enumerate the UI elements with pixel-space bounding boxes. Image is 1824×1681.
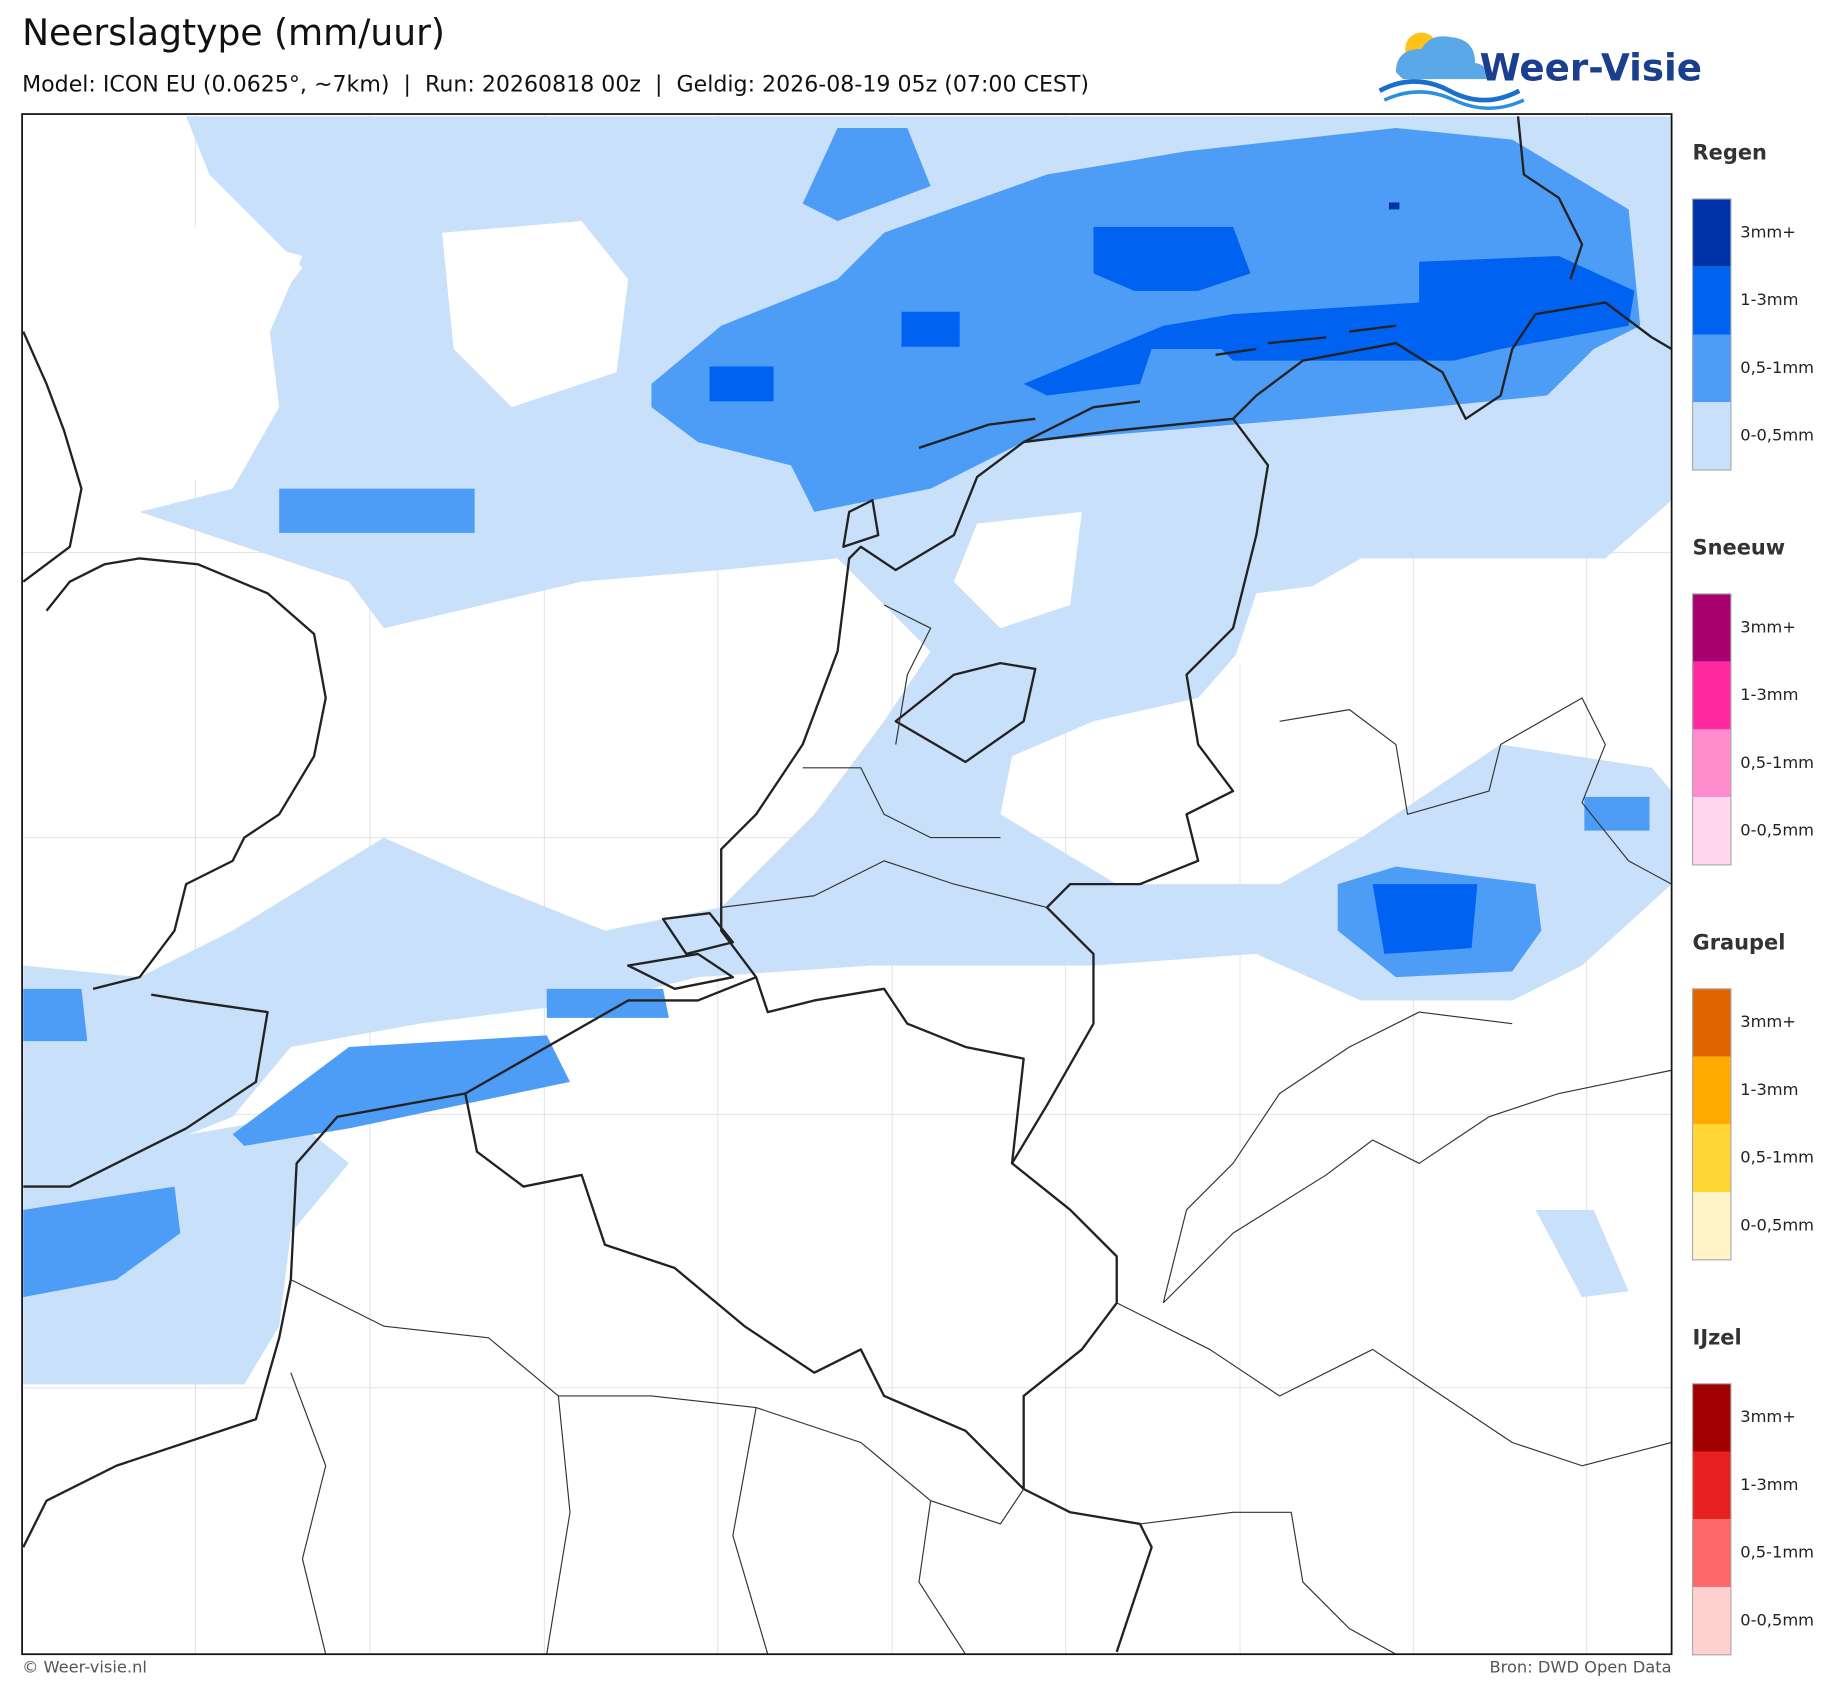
legend-swatch <box>1692 1124 1731 1193</box>
legend-swatch <box>1692 266 1731 335</box>
coastlines <box>22 116 1672 1653</box>
legend-swatch <box>1692 1519 1731 1588</box>
legend-swatch <box>1692 729 1731 798</box>
copyright: © Weer-visie.nl <box>22 1658 147 1677</box>
legend-label: 3mm+ <box>1740 1012 1796 1031</box>
legend-label: 1-3mm <box>1740 685 1798 704</box>
legend-title: Graupel <box>1693 930 1786 954</box>
legend-swatch <box>1692 1587 1731 1655</box>
legend-label: 1-3mm <box>1740 1080 1798 1099</box>
legend-label: 0-0,5mm <box>1740 821 1814 840</box>
legend-swatch <box>1692 797 1731 865</box>
legend-swatch <box>1692 334 1731 403</box>
source: Bron: DWD Open Data <box>1489 1658 1671 1677</box>
legend-swatch <box>1692 1192 1731 1260</box>
legend-label: 0-0,5mm <box>1740 1215 1814 1234</box>
legend-label: 3mm+ <box>1740 617 1796 636</box>
map-frame <box>21 113 1673 1656</box>
legend-swatch <box>1692 402 1731 470</box>
map-area <box>22 114 1672 1655</box>
borders <box>290 604 1672 1655</box>
legend-title: Sneeuw <box>1693 536 1786 560</box>
legend-swatch <box>1692 1056 1731 1125</box>
legend: Regen 3mm+ 1-3mm 0,5-1mm 0-0,5mm Sneeuw 3mm+ 1-… <box>1691 141 1814 1656</box>
legend-label: 0-0,5mm <box>1740 1610 1814 1629</box>
legend-swatch <box>1692 988 1731 1057</box>
legend-label: 0,5-1mm <box>1740 753 1814 772</box>
legend-bar-frame <box>1691 593 1732 866</box>
subtitle: Model: ICON EU (0.0625°, ~7km) | Run: 20… <box>22 71 1089 97</box>
legend-swatch <box>1692 1383 1731 1452</box>
legend-swatch <box>1692 593 1731 662</box>
legend-label: 0,5-1mm <box>1740 358 1814 377</box>
legend-bar-frame <box>1691 198 1732 471</box>
precipitation <box>23 116 1672 1385</box>
legend-label: 3mm+ <box>1740 222 1796 241</box>
logo-text: Weer-Visie <box>1480 45 1702 89</box>
legend-label: 1-3mm <box>1740 290 1798 309</box>
legend-bar-frame <box>1691 1383 1732 1656</box>
legend-label: 3mm+ <box>1740 1407 1796 1426</box>
legend-label: 0-0,5mm <box>1740 426 1814 445</box>
legend-title: IJzel <box>1693 1325 1742 1349</box>
legend-swatch <box>1692 198 1731 267</box>
legend-swatch <box>1692 661 1731 730</box>
title: Neerslagtype (mm/uur) <box>22 12 445 54</box>
legend-title: Regen <box>1693 141 1767 165</box>
legend-label: 0,5-1mm <box>1740 1543 1814 1562</box>
logo: Weer-Visie <box>1378 32 1702 110</box>
legend-label: 0,5-1mm <box>1740 1148 1814 1167</box>
legend-bar-frame <box>1691 988 1732 1261</box>
legend-label: 1-3mm <box>1740 1475 1798 1494</box>
legend-swatch <box>1692 1451 1731 1520</box>
